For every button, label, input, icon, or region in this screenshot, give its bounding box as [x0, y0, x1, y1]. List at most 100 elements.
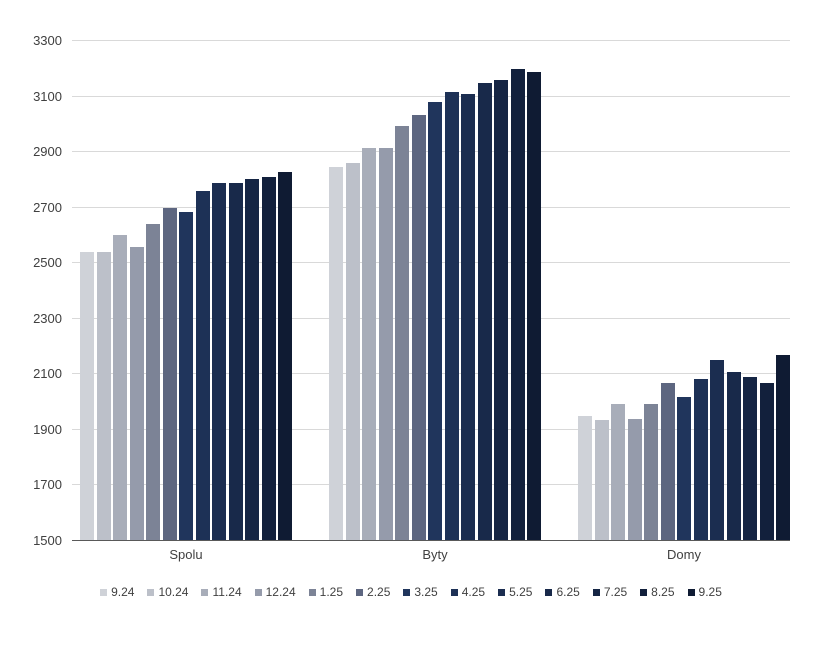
y-axis-tick-label: 1900 [33, 421, 62, 437]
y-axis-tick-label: 2700 [33, 199, 62, 215]
bar-group-byty [329, 41, 541, 541]
legend-label: 5.25 [509, 585, 533, 599]
bar-byty-3.25 [428, 102, 442, 541]
legend-swatch-icon [498, 588, 506, 596]
y-axis-tick-label: 2900 [33, 144, 62, 160]
bar-byty-2.25 [411, 114, 426, 541]
legend-item-9.25: 9.25 [687, 585, 722, 599]
bar-domy-7.25 [743, 377, 757, 541]
legend-swatch-icon [687, 588, 695, 596]
legend-swatch-icon [592, 588, 600, 596]
bar-domy-9.24 [578, 416, 592, 541]
legend-swatch-icon [254, 588, 262, 596]
y-axis-tick-label: 2500 [33, 255, 62, 271]
legend-swatch-icon [450, 588, 458, 596]
x-axis-label-domy: Domy [667, 547, 701, 562]
bar-domy-11.24 [611, 403, 625, 541]
y-axis-tick-label: 3300 [33, 33, 62, 48]
bar-spolu-6.25 [228, 182, 243, 541]
gridline [72, 95, 790, 97]
legend-item-1.25: 1.25 [308, 585, 344, 599]
x-axis-line [72, 540, 790, 541]
bar-group-domy [578, 41, 790, 541]
legend: 9.24 10.24 11.24 12.24 1.25 2.25 3.25 4.25 5.25 6… [0, 585, 822, 599]
legend-label: 9.25 [698, 585, 722, 599]
bar-byty-9.25 [527, 71, 541, 541]
legend-label: 8.25 [651, 585, 675, 599]
legend-item-11.24: 11.24 [201, 585, 242, 599]
y-axis-tick-label: 3100 [33, 88, 62, 104]
legend-item-4.25: 4.25 [450, 585, 486, 599]
bar-byty-5.25 [461, 93, 475, 541]
legend-item-12.24: 12.24 [254, 585, 296, 599]
legend-item-8.25: 8.25 [640, 585, 675, 599]
plot-area [72, 40, 790, 541]
legend-label: 4.25 [461, 585, 486, 599]
bar-spolu-9.25 [278, 171, 292, 541]
y-axis-tick-label: 2300 [33, 310, 62, 326]
bar-byty-4.25 [444, 92, 459, 541]
bar-spolu-2.25 [162, 207, 177, 541]
x-axis-label-spolu: Spolu [169, 547, 203, 562]
bar-byty-7.25 [494, 79, 508, 541]
legend-item-2.25: 2.25 [356, 585, 390, 599]
bar-domy-3.25 [677, 396, 691, 541]
legend-label: 1.25 [319, 585, 344, 599]
legend-label: 7.25 [603, 585, 628, 599]
bar-domy-10.24 [594, 420, 609, 541]
bar-spolu-11.24 [113, 235, 127, 541]
bar-domy-4.25 [693, 378, 708, 541]
legend-item-3.25: 3.25 [403, 585, 438, 599]
bar-byty-9.24 [329, 167, 343, 541]
bar-spolu-4.25 [195, 191, 210, 541]
legend-label: 11.24 [212, 585, 242, 599]
bar-spolu-3.25 [179, 211, 193, 541]
gridline [72, 40, 790, 41]
legend-swatch-icon [147, 588, 155, 596]
legend-swatch-icon [545, 588, 553, 596]
bar-domy-2.25 [660, 382, 675, 541]
bar-domy-5.25 [710, 360, 724, 541]
legend-swatch-icon [403, 588, 411, 596]
legend-item-9.24: 9.24 [100, 585, 134, 599]
bar-byty-11.24 [362, 147, 376, 541]
legend-item-7.25: 7.25 [592, 585, 628, 599]
bar-spolu-1.25 [146, 224, 160, 541]
legend-label: 9.24 [111, 585, 135, 599]
bar-byty-12.24 [378, 147, 393, 541]
y-axis-tick-label: 1500 [33, 533, 62, 548]
y-axis-tick-label: 1700 [33, 477, 62, 493]
bar-spolu-7.25 [245, 178, 259, 541]
legend-label: 6.25 [556, 585, 580, 599]
legend-swatch-icon [308, 588, 316, 596]
legend-label: 12.24 [265, 585, 296, 599]
legend-item-5.25: 5.25 [498, 585, 532, 599]
legend-swatch-icon [640, 588, 648, 596]
bar-domy-1.25 [644, 403, 658, 541]
bar-domy-12.24 [627, 418, 642, 541]
x-axis-label-byty: Byty [422, 547, 448, 562]
bar-byty-1.25 [395, 125, 409, 541]
legend-item-6.25: 6.25 [545, 585, 580, 599]
bar-spolu-9.24 [80, 252, 94, 541]
legend-label: 10.24 [158, 585, 189, 599]
bar-byty-10.24 [345, 163, 360, 541]
bar-group-spolu [80, 41, 292, 541]
legend-swatch-icon [356, 588, 364, 596]
bar-byty-8.25 [510, 68, 525, 541]
bar-spolu-12.24 [129, 246, 144, 541]
legend-item-10.24: 10.24 [147, 585, 188, 599]
bar-spolu-5.25 [212, 182, 226, 541]
bar-domy-8.25 [759, 382, 774, 541]
bar-byty-6.25 [477, 82, 492, 541]
legend-swatch-icon [100, 588, 108, 596]
y-axis-tick-label: 2100 [33, 366, 62, 382]
legend-label: 2.25 [367, 585, 391, 599]
bar-spolu-8.25 [261, 177, 276, 541]
legend-label: 3.25 [414, 585, 438, 599]
bar-domy-6.25 [726, 371, 741, 541]
bar-domy-9.25 [776, 354, 790, 541]
legend-swatch-icon [201, 588, 209, 596]
bar-spolu-10.24 [96, 252, 111, 541]
